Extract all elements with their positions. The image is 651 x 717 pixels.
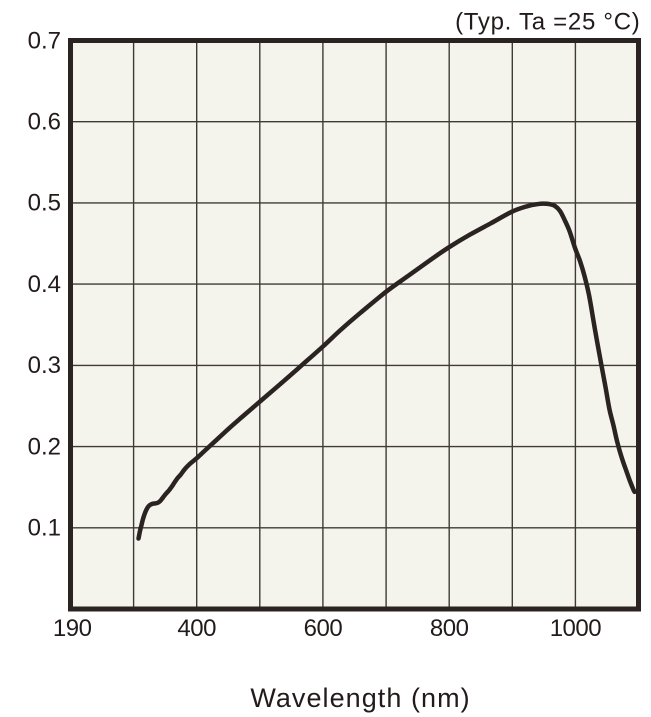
svg-text:600: 600	[304, 615, 343, 642]
svg-text:Wavelength (nm): Wavelength (nm)	[250, 683, 470, 713]
svg-text:0.2: 0.2	[28, 433, 61, 460]
svg-text:190: 190	[53, 615, 92, 642]
svg-text:(Typ. Ta =25 °C): (Typ. Ta =25 °C)	[455, 8, 640, 35]
svg-text:0.1: 0.1	[28, 515, 61, 542]
svg-text:0.4: 0.4	[28, 271, 61, 298]
svg-text:0.6: 0.6	[28, 109, 61, 136]
svg-text:400: 400	[177, 615, 216, 642]
svg-text:800: 800	[430, 615, 469, 642]
svg-text:0.3: 0.3	[28, 352, 61, 379]
svg-text:1000: 1000	[550, 615, 602, 642]
svg-text:0.5: 0.5	[28, 190, 61, 217]
svg-text:0.7: 0.7	[28, 27, 61, 54]
